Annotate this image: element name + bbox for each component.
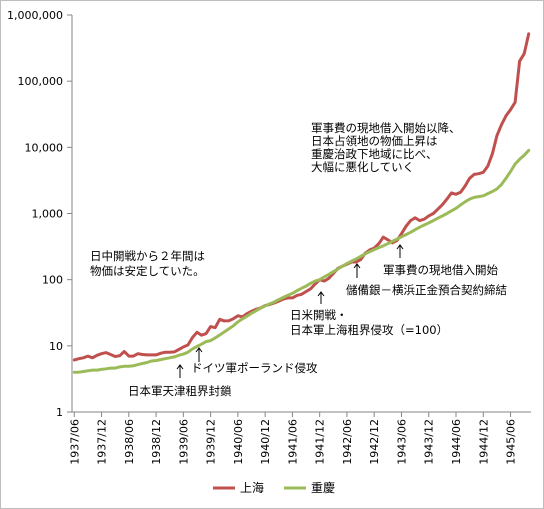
y-tick-label: 10,000 [25, 141, 64, 154]
series-lines [72, 32, 531, 374]
series-line-chongqing [72, 148, 531, 374]
y-tick-labels: 1,000,000 100,000 10,000 1,000 100 10 1 [7, 9, 63, 419]
y-tick-label: 1,000,000 [7, 9, 63, 22]
x-tick-label: 1939/06 [177, 419, 190, 465]
legend-label-chongqing: 重慶 [311, 481, 335, 495]
x-tick-label: 1944/06 [450, 419, 463, 465]
annotation-tianjin: 日本軍天津租界封鎖 [128, 384, 232, 398]
x-tick-label: 1940/06 [232, 419, 245, 465]
legend-label-shanghai: 上海 [240, 480, 264, 495]
annotation-pacific: 日本軍上海租界侵攻（=100） [290, 323, 448, 337]
annotation-after-local: 軍事費の現地借入開始以降、 [311, 121, 461, 135]
y-tick-label: 1 [56, 406, 63, 419]
annotation-arrow-head [353, 263, 361, 269]
annotation-arrow-head [317, 291, 325, 297]
x-tick-label: 1940/12 [259, 419, 272, 465]
chart-legend: 上海 重慶 [213, 480, 335, 495]
x-tick-label: 1945/06 [505, 419, 518, 465]
x-tick-label: 1938/06 [123, 419, 136, 465]
x-tick-label: 1944/12 [477, 419, 490, 465]
annotation-stable: 物価は安定していた。 [90, 264, 205, 278]
x-tick-label: 1939/12 [205, 419, 218, 465]
x-tick-labels: 1937/06 1937/12 1938/06 1938/12 1939/06 1939/… [68, 419, 517, 465]
x-tick-label: 1938/12 [150, 419, 163, 465]
x-tick-label: 1941/12 [314, 419, 327, 465]
annotation-yokohama: 儲備銀－横浜正金預合契約締結 [346, 283, 507, 297]
annotation-arrow-head [195, 347, 203, 353]
annotation-after-local: 日本占領地の物価上昇は [311, 134, 438, 148]
annotation-arrow-head [396, 244, 404, 250]
x-tick-label: 1942/12 [368, 419, 381, 465]
x-tick-label: 1943/12 [423, 419, 436, 465]
y-tick-label: 100 [42, 274, 63, 287]
annotation-after-local: 大幅に悪化していく [311, 160, 414, 174]
y-tick-label: 1,000 [32, 208, 64, 221]
x-tick-label: 1941/06 [286, 419, 299, 465]
x-tick-label: 1943/06 [395, 419, 408, 465]
annotation-pacific: 日米開戦・ [290, 308, 348, 322]
chart-axes [67, 14, 531, 417]
y-tick-label: 10 [49, 340, 63, 353]
annotation-stable: 日中開戦から２年間は [90, 249, 205, 263]
x-tick-label: 1942/06 [341, 419, 354, 465]
x-tick-label: 1937/06 [68, 419, 81, 465]
annotation-local-start: 軍事費の現地借入開始 [383, 263, 498, 277]
annotation-after-local: 重慶治政下地域に比べ、 [311, 147, 438, 161]
annotation-arrow-head [176, 364, 184, 370]
series-line-shanghai [72, 32, 531, 362]
y-tick-label: 100,000 [18, 75, 64, 88]
x-tick-label: 1937/12 [96, 419, 109, 465]
annotation-poland: ドイツ軍ポーランド侵攻 [191, 361, 318, 375]
